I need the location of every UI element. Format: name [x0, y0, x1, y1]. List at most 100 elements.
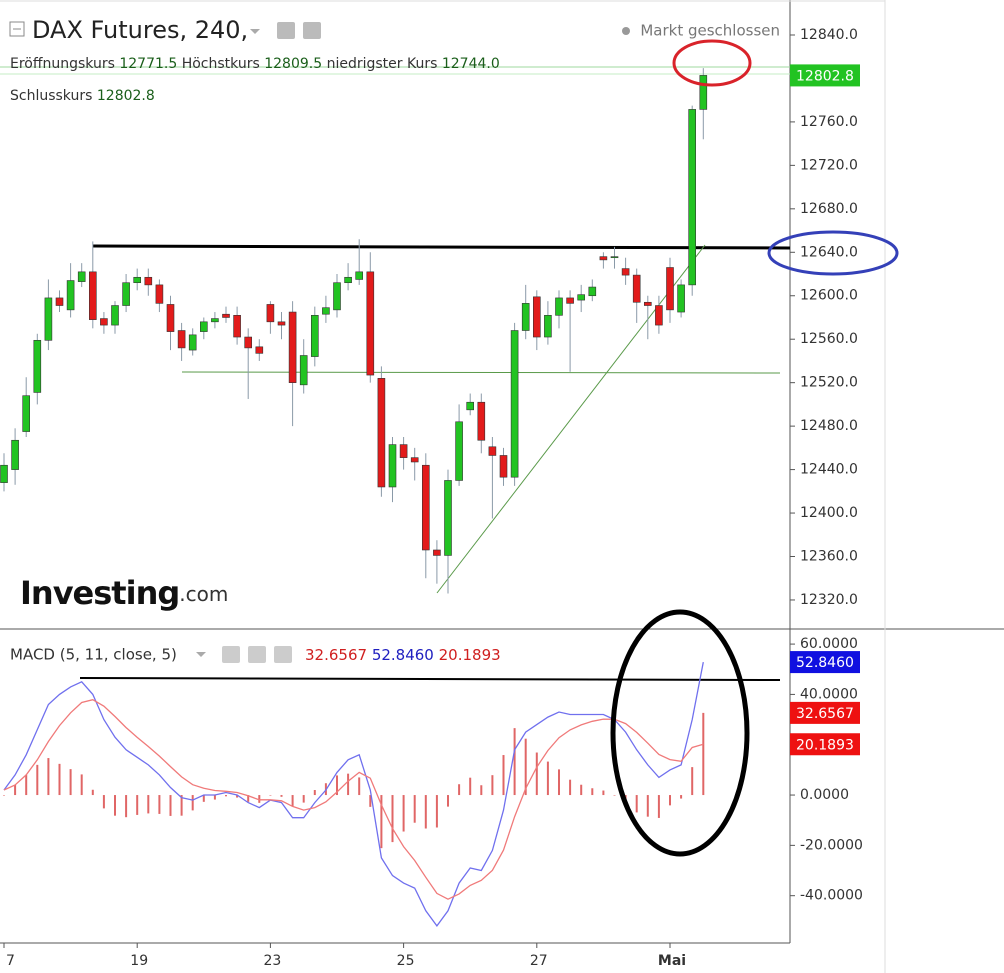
- candle-body: [122, 282, 130, 306]
- highlight-ellipse: [610, 609, 750, 857]
- price-tag: [790, 701, 860, 724]
- candle-body: [588, 286, 597, 297]
- histogram-bar: [580, 784, 583, 796]
- candle-body: [11, 439, 19, 470]
- ohlc-value: 12744.0: [442, 56, 500, 72]
- histogram-bar: [491, 775, 494, 796]
- histogram-bar: [202, 795, 205, 802]
- candle-body: [421, 464, 430, 551]
- candle-body: [310, 315, 319, 357]
- indicator-values: 32.6567 52.8460 20.1893: [305, 646, 501, 664]
- price-tag: [790, 733, 860, 756]
- histogram-bar: [646, 795, 649, 817]
- y-tick-label: 12320.0: [800, 592, 858, 608]
- candle-body: [188, 334, 197, 351]
- histogram-bar: [269, 795, 272, 796]
- candle-body: [144, 276, 153, 286]
- candle-body: [200, 321, 208, 332]
- histogram-bar: [413, 795, 416, 823]
- histogram-bar: [502, 755, 505, 796]
- histogram-bar: [91, 789, 94, 796]
- histogram-bar: [258, 795, 261, 803]
- y-tick-label: 12360.0: [800, 549, 858, 565]
- trend-line: [436, 244, 706, 594]
- ohlc-value: 12809.5: [264, 56, 322, 72]
- histogram-bar: [291, 795, 294, 807]
- collapse-icon[interactable]: [9, 21, 25, 37]
- candle-body: [0, 464, 8, 483]
- histogram-bar: [3, 795, 5, 796]
- histogram-bar: [524, 738, 527, 796]
- y-tick-label: 12840.0: [800, 27, 858, 43]
- candle-body: [666, 267, 674, 311]
- macd-level-line: [79, 677, 781, 681]
- histogram-bar: [380, 795, 383, 849]
- candle-body: [244, 336, 252, 349]
- x-tick-label: 7: [6, 953, 15, 969]
- candle-body: [621, 268, 630, 276]
- histogram-bar: [435, 795, 438, 828]
- candle-body: [77, 271, 86, 282]
- y-tick-label: 12400.0: [800, 505, 858, 521]
- candle-body: [399, 444, 408, 458]
- legend-value: 32.6567: [305, 646, 367, 664]
- histogram-bar: [657, 795, 660, 818]
- highlight-ellipse: [672, 39, 752, 87]
- y-tick-label: 12600.0: [800, 288, 858, 304]
- candle-body: [566, 297, 574, 304]
- histogram-bar: [391, 795, 394, 843]
- dropdown-icon[interactable]: [196, 652, 206, 657]
- candle-body: [133, 276, 141, 284]
- histogram-bar: [635, 795, 638, 813]
- y-tick-label: 12440.0: [800, 462, 858, 478]
- candle-body: [233, 315, 241, 338]
- price-tag-label: 32.6567: [796, 706, 854, 722]
- histogram-bar: [535, 752, 538, 796]
- candle-body: [277, 321, 286, 326]
- candle-body: [544, 315, 552, 338]
- x-tick-label: 25: [397, 953, 415, 969]
- ohlc-label: Eröffnungskurs 12771.5 Höchstkurs 12809.…: [10, 56, 500, 72]
- histogram-bar: [147, 795, 150, 814]
- histogram-bar: [546, 761, 549, 796]
- histogram-bar: [569, 779, 572, 796]
- candle-body: [499, 455, 508, 478]
- support-line: [181, 371, 781, 374]
- candle-body: [577, 294, 586, 301]
- candle-body: [677, 284, 685, 313]
- eye-icon[interactable]: [222, 646, 240, 663]
- histogram-bar: [302, 795, 305, 803]
- y-tick-label: 12720.0: [800, 157, 858, 173]
- histogram-bar: [358, 777, 361, 796]
- candle-body: [33, 339, 42, 393]
- candle-body: [299, 355, 308, 386]
- histogram-bar: [702, 712, 705, 796]
- candle-body: [55, 297, 64, 306]
- highlight-ellipse: [767, 230, 899, 276]
- eye-icon[interactable]: [277, 22, 295, 39]
- y-tick-label: 12480.0: [800, 418, 858, 434]
- histogram-bar: [247, 795, 250, 802]
- price-tag: [790, 64, 860, 87]
- settings-icon[interactable]: [303, 22, 321, 39]
- settings-icon[interactable]: [248, 646, 266, 663]
- histogram-bar: [402, 795, 405, 832]
- candle-body: [632, 274, 641, 303]
- y-tick-label: 12760.0: [800, 114, 858, 130]
- candle-body: [344, 276, 352, 284]
- dropdown-icon[interactable]: [250, 29, 260, 34]
- histogram-bar: [180, 795, 183, 816]
- histogram-bar: [136, 795, 139, 815]
- candle-body: [211, 318, 219, 323]
- histogram-bar: [158, 795, 161, 814]
- candle-body: [410, 457, 419, 463]
- candle-body: [599, 256, 608, 261]
- histogram-bar: [369, 795, 372, 807]
- candle-body: [655, 305, 663, 326]
- y-tick-label: 40.0000: [800, 686, 858, 702]
- candle-body: [488, 446, 497, 456]
- candle-body: [111, 305, 119, 326]
- close-icon[interactable]: [274, 646, 292, 663]
